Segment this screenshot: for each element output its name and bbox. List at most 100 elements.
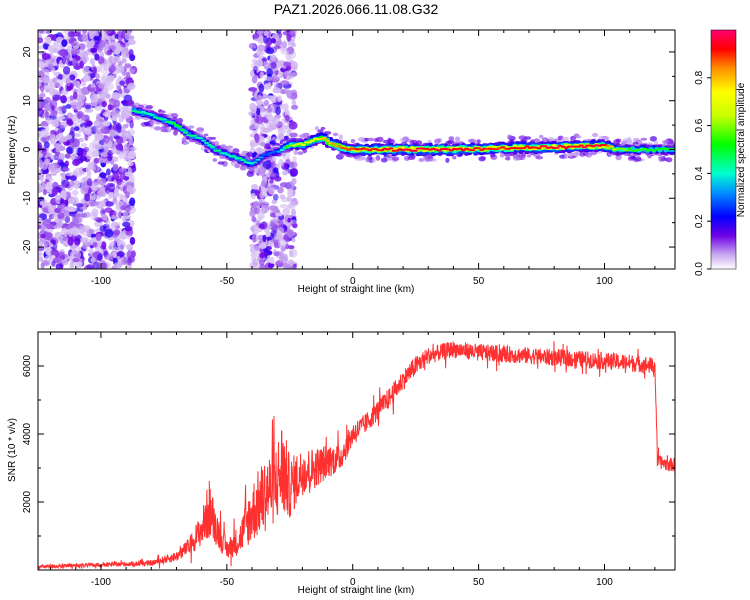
noise-speck: [74, 237, 81, 246]
ridge-cell: [258, 156, 264, 159]
ridge-cell: [204, 141, 210, 144]
noise-speck: [89, 165, 96, 172]
noise-speck: [75, 100, 85, 107]
noise-speck: [261, 180, 266, 188]
noise-speck: [270, 61, 277, 69]
noise-speck: [283, 262, 290, 269]
haze-speck: [541, 137, 549, 142]
noise-speck: [269, 54, 277, 61]
haze-speck: [428, 158, 437, 162]
noise-speck: [287, 30, 297, 37]
noise-speck: [57, 115, 66, 120]
noise-speck: [55, 78, 64, 88]
noise-speck: [49, 99, 58, 109]
noise-speck: [104, 229, 114, 238]
noise-speck: [67, 237, 74, 246]
noise-speck: [80, 143, 88, 148]
haze-speck: [415, 140, 423, 146]
noise-speck: [98, 178, 107, 186]
noise-speck: [112, 221, 121, 226]
noise-speck: [255, 107, 261, 116]
spectrogram-noise-band: [38, 30, 138, 269]
noise-speck: [287, 188, 294, 193]
noise-speck: [99, 63, 107, 69]
haze-speck: [598, 135, 603, 141]
noise-speck: [111, 65, 117, 72]
noise-speck: [82, 242, 88, 249]
ridge-cell: [198, 137, 204, 140]
noise-speck: [273, 251, 280, 257]
noise-speck: [271, 199, 277, 205]
haze-speck: [533, 138, 541, 143]
noise-speck: [252, 233, 257, 243]
noise-speck: [78, 148, 87, 157]
noise-speck: [258, 243, 267, 249]
noise-speck: [86, 150, 94, 160]
noise-speck: [65, 104, 72, 109]
noise-speck: [249, 209, 256, 218]
haze-speck: [592, 132, 599, 138]
noise-speck: [257, 36, 265, 44]
noise-speck: [106, 82, 114, 91]
noise-speck: [38, 239, 44, 248]
noise-speck: [80, 237, 89, 244]
noise-speck: [287, 204, 294, 209]
noise-speck: [76, 31, 81, 37]
noise-speck: [39, 201, 44, 206]
noise-speck: [48, 189, 53, 195]
noise-speck: [69, 207, 77, 212]
noise-speck: [292, 263, 297, 269]
ridge-cell: [282, 146, 288, 149]
haze-speck: [153, 126, 162, 131]
haze-speck: [145, 105, 153, 110]
noise-speck: [90, 82, 95, 88]
colorbar-gradient: [710, 29, 737, 270]
noise-speck: [107, 104, 113, 111]
noise-speck: [45, 85, 54, 90]
noise-speck: [57, 50, 65, 56]
noise-speck: [291, 237, 296, 243]
y-tick-label: 0: [22, 146, 33, 152]
noise-speck: [93, 35, 101, 41]
noise-speck: [90, 48, 97, 53]
noise-speck: [249, 124, 256, 131]
noise-speck: [58, 251, 65, 259]
noise-speck: [67, 31, 76, 38]
snr-panel: -100 -50 0 50 100 2000 4000 6000 Height of str…: [7, 331, 676, 596]
noise-speck: [283, 135, 289, 140]
noise-speck: [57, 128, 64, 133]
noise-speck: [40, 128, 49, 138]
noise-speck: [285, 52, 292, 61]
x-tick-label: 0: [350, 577, 356, 588]
noise-speck: [106, 182, 115, 188]
noise-speck: [291, 104, 299, 110]
ridge-cell: [225, 153, 231, 156]
noise-speck: [126, 244, 134, 251]
noise-speck: [41, 53, 51, 61]
noise-speck: [110, 129, 116, 136]
noise-speck: [44, 103, 51, 111]
noise-speck: [38, 94, 41, 101]
noise-speck: [122, 185, 128, 194]
haze-speck: [314, 126, 319, 131]
haze-speck: [505, 156, 511, 161]
x-tick-label: 50: [473, 577, 485, 588]
noise-speck: [289, 95, 297, 101]
noise-speck: [79, 48, 86, 56]
haze-speck: [564, 153, 569, 159]
noise-speck: [43, 141, 50, 149]
haze-speck: [476, 139, 481, 144]
noise-speck: [121, 58, 127, 64]
ridge-cell: [183, 131, 188, 134]
ridge-cell: [346, 148, 352, 151]
x-tick-label: -100: [91, 577, 111, 588]
noise-speck: [51, 214, 59, 219]
noise-speck: [40, 233, 46, 239]
ridge-cell: [207, 144, 213, 147]
noise-speck: [268, 187, 276, 195]
noise-speck: [94, 105, 101, 111]
noise-speck: [84, 193, 91, 202]
noise-speck: [251, 74, 258, 84]
noise-speck: [49, 162, 58, 172]
